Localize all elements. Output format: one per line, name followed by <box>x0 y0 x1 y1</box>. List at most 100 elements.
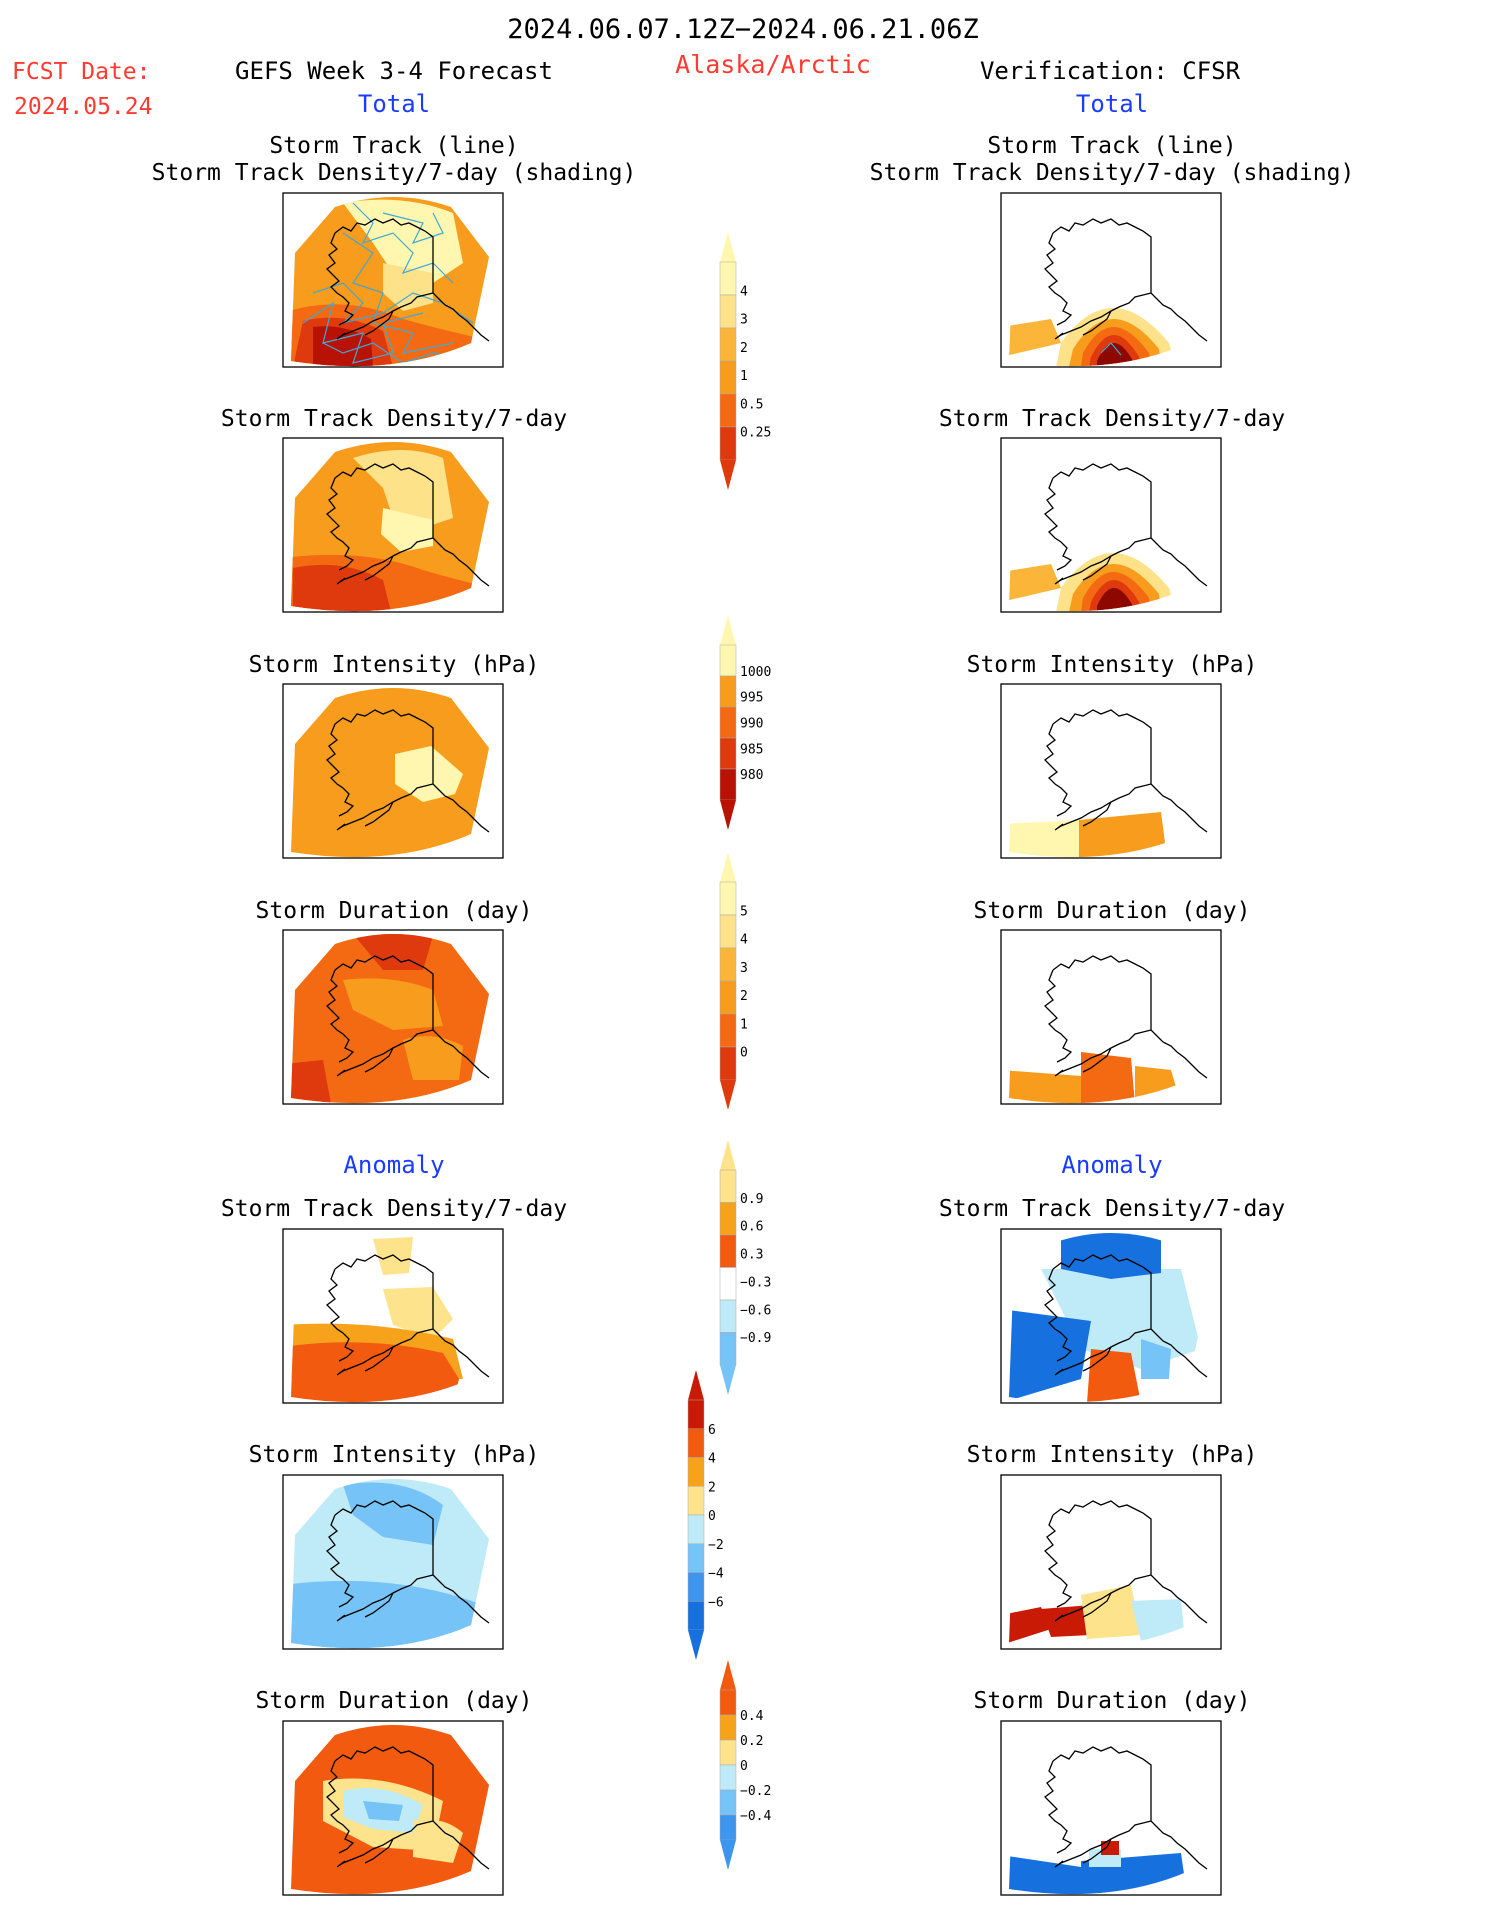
total-label-right: Total <box>1076 90 1148 118</box>
map-field <box>291 934 489 1104</box>
colorbar-swatch <box>719 675 737 708</box>
map-field <box>1009 442 1207 612</box>
coastline <box>326 1254 490 1378</box>
field-contour <box>1131 1599 1185 1641</box>
field-contour <box>353 934 433 970</box>
colorbar-tick-label: 2 <box>708 1480 716 1495</box>
coastline <box>1044 1746 1208 1870</box>
panel-title: Storm Intensity (hPa) <box>249 652 540 678</box>
map-frame <box>282 437 504 613</box>
coastline <box>1044 709 1208 833</box>
colorbar-swatch <box>719 261 737 296</box>
map-fill-layers <box>291 1233 490 1403</box>
coastline <box>326 463 490 587</box>
panel-title: Storm Intensity (hPa) <box>967 652 1258 678</box>
colorbar-tick-label: 2 <box>740 989 748 1004</box>
colorbar-swatch <box>719 947 737 982</box>
anomaly-label-left: Anomaly <box>343 1151 444 1179</box>
colorbar-swatch <box>719 1267 737 1301</box>
field-contour <box>1009 1725 1207 1895</box>
field-contour <box>1097 588 1133 612</box>
colorbar-tick-label: 3 <box>740 961 748 976</box>
colorbar-swatch <box>687 1399 705 1429</box>
map-frame <box>282 1474 504 1650</box>
panel-title: Storm Track (line) <box>987 133 1236 159</box>
model-title: GEFS Week 3-4 Forecast <box>235 57 553 85</box>
colorbar-swatch <box>719 1739 737 1766</box>
colorbar-cap <box>720 1840 736 1870</box>
forecast-total-duration-map <box>282 929 504 1105</box>
colorbar-tick-label: 0.3 <box>740 1248 763 1263</box>
map-fill-layers <box>1009 1479 1208 1649</box>
forecast-total-intensity-map <box>282 683 504 859</box>
map-fill-layers <box>291 934 490 1104</box>
colorbar-tick-label: 4 <box>740 933 748 948</box>
field-contour <box>395 746 463 802</box>
field-contour <box>1009 934 1207 1104</box>
map-frame <box>1000 683 1222 859</box>
storm-track <box>312 282 474 325</box>
colorbar-cap <box>720 1660 736 1690</box>
colorbar-swatch <box>719 1013 737 1048</box>
colorbar-tick-label: 0.25 <box>740 426 771 441</box>
coastline <box>1044 1500 1208 1624</box>
colorbar-tick-label: −2 <box>708 1538 724 1553</box>
map-panels <box>282 192 1222 1896</box>
forecast-anomaly-intensity-map <box>282 1474 504 1650</box>
colorbar-tick-label: 3 <box>740 313 748 328</box>
field-contour <box>1009 1855 1081 1895</box>
field-contour <box>1009 197 1207 367</box>
panel-title: Storm Track Density/7-day <box>221 406 567 432</box>
colorbar-density-anomaly: 0.9 0.6 0.3 −0.3 −0.6 −0.9 <box>719 1140 771 1395</box>
colorbar-swatch <box>687 1514 705 1544</box>
colorbar-swatch <box>719 737 737 770</box>
colorbar-tick-label: 0 <box>740 1046 748 1061</box>
colorbar-swatch <box>719 768 737 801</box>
coastline <box>326 709 490 833</box>
colorbar-swatch <box>719 1814 737 1841</box>
field-contour <box>1009 564 1061 602</box>
field-contour <box>343 978 443 1030</box>
verification-total-intensity-map <box>1000 683 1222 859</box>
field-contour <box>1009 1607 1051 1645</box>
panel-title: Storm Intensity (hPa) <box>967 1442 1258 1468</box>
colorbar-swatch <box>687 1457 705 1487</box>
field-contour <box>291 1342 459 1403</box>
forecast-total-density-map <box>282 437 504 613</box>
colorbar-swatch <box>687 1486 705 1516</box>
map-field <box>1009 688 1207 858</box>
colorbar-cap <box>720 852 736 882</box>
map-fill-layers <box>291 1479 490 1649</box>
map-fill-layers <box>291 197 490 367</box>
colorbar-swatch <box>719 1046 737 1081</box>
map-field <box>291 1725 489 1895</box>
period-title: 2024.06.07.12Z−2024.06.21.06Z <box>507 14 978 45</box>
map-frame <box>1000 1720 1222 1896</box>
map-field <box>1009 1725 1207 1895</box>
colorbar-tick-label: −4 <box>708 1567 724 1582</box>
map-frame <box>282 929 504 1105</box>
colorbar-duration: 5 4 3 2 1 0 <box>719 852 748 1110</box>
field-contour <box>1009 319 1061 357</box>
colorbar-tick-label: 0 <box>708 1509 716 1524</box>
map-field <box>1009 1479 1207 1649</box>
colorbar-swatch <box>719 706 737 739</box>
region-title: Alaska/Arctic <box>675 50 871 79</box>
colorbar-tick-label: 5 <box>740 904 748 919</box>
colorbar-tick-label: 2 <box>740 341 748 356</box>
storm-track <box>352 202 454 284</box>
colorbar-swatch <box>719 914 737 949</box>
colorbar-tick-label: −0.4 <box>740 1809 771 1824</box>
field-contour <box>353 450 453 528</box>
colorbar-tick-label: 0.2 <box>740 1734 763 1749</box>
map-fill-layers <box>1009 197 1208 367</box>
colorbar-tick-label: 985 <box>740 742 763 757</box>
colorbar-cap <box>688 1370 704 1400</box>
panel-title: Storm Duration (day) <box>974 1688 1251 1714</box>
map-field <box>291 688 489 858</box>
map-fill-layers <box>291 688 490 858</box>
storm-track <box>342 232 454 354</box>
colorbar-swatch <box>719 426 737 461</box>
map-frame <box>1000 929 1222 1105</box>
field-contour <box>1009 442 1207 612</box>
